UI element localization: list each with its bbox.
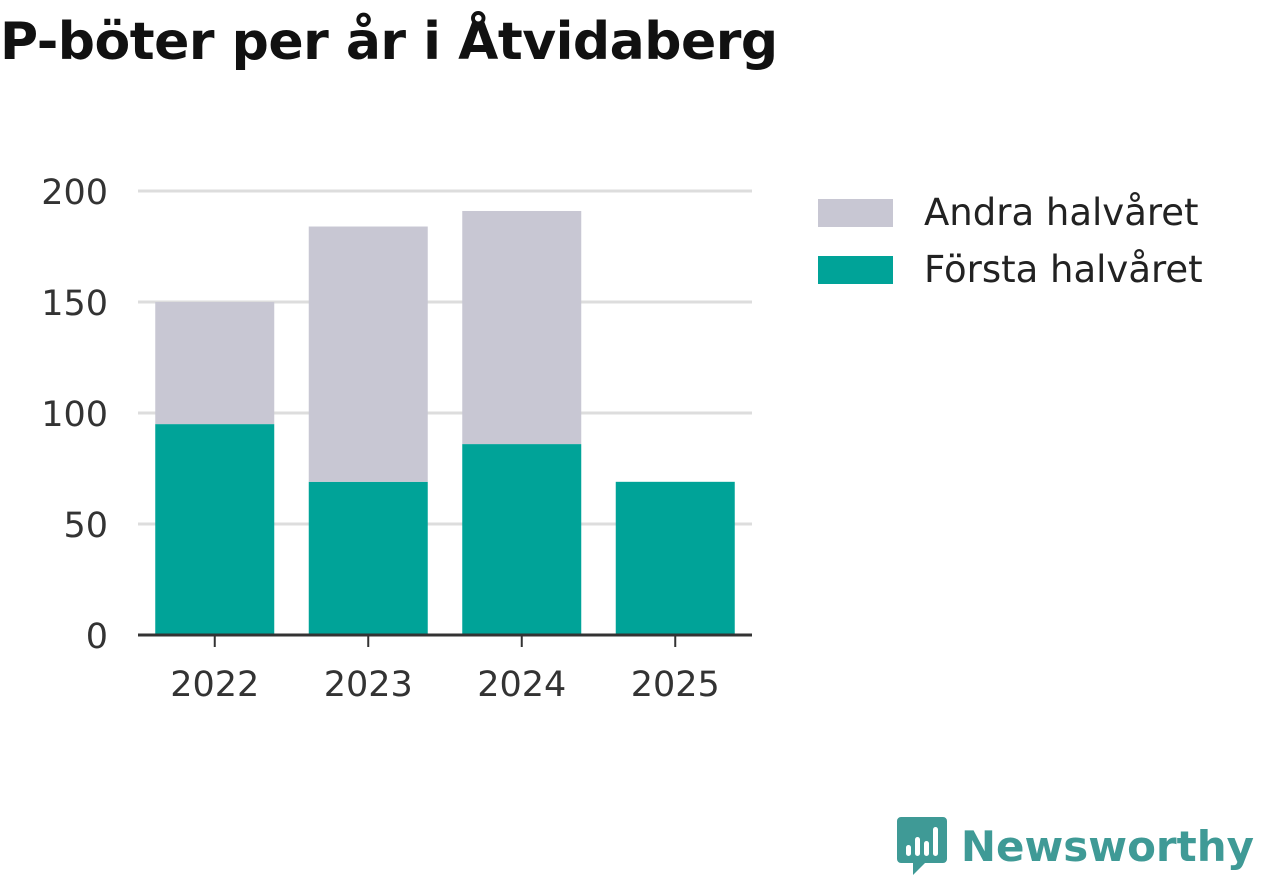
bars	[155, 210, 735, 635]
brand-name: Newsworthy	[960, 821, 1254, 871]
legend-item-andra: Andra halvåret	[818, 184, 1203, 241]
bar-2024-series-1	[462, 210, 582, 445]
axes: 0 50 100 150 200 2022 2023 2024 2025	[41, 173, 752, 705]
x-tick-label-2024: 2024	[477, 665, 566, 705]
x-tick-label-2022: 2022	[170, 665, 259, 705]
chart-title: P-böter per år i Åtvidaberg	[0, 12, 778, 72]
bar-2022-series-0	[155, 424, 275, 635]
bar-2024-series-0	[462, 444, 582, 635]
legend: Andra halvåret Första halvåret	[818, 184, 1203, 298]
brand-logo: Newsworthy	[896, 817, 1254, 875]
legend-swatch-andra	[818, 198, 893, 227]
y-tick-label-100: 100	[41, 395, 108, 435]
x-tick-label-2025: 2025	[631, 665, 720, 705]
legend-label-forsta: Första halvåret	[924, 248, 1203, 291]
bar-2023-series-1	[308, 226, 428, 482]
y-tick-label-200: 200	[41, 173, 108, 213]
legend-label-andra: Andra halvåret	[924, 191, 1199, 234]
bar-2023-series-0	[308, 481, 428, 635]
legend-item-forsta: Första halvåret	[818, 241, 1203, 298]
legend-swatch-forsta	[818, 255, 893, 284]
y-tick-label-150: 150	[41, 284, 108, 324]
bar-2022-series-1	[155, 302, 275, 425]
y-tick-label-50: 50	[63, 506, 108, 546]
x-tick-label-2023: 2023	[324, 665, 413, 705]
newsworthy-logo-icon	[896, 817, 947, 875]
bar-2025-series-0	[615, 481, 735, 635]
y-tick-label-0: 0	[86, 617, 108, 657]
